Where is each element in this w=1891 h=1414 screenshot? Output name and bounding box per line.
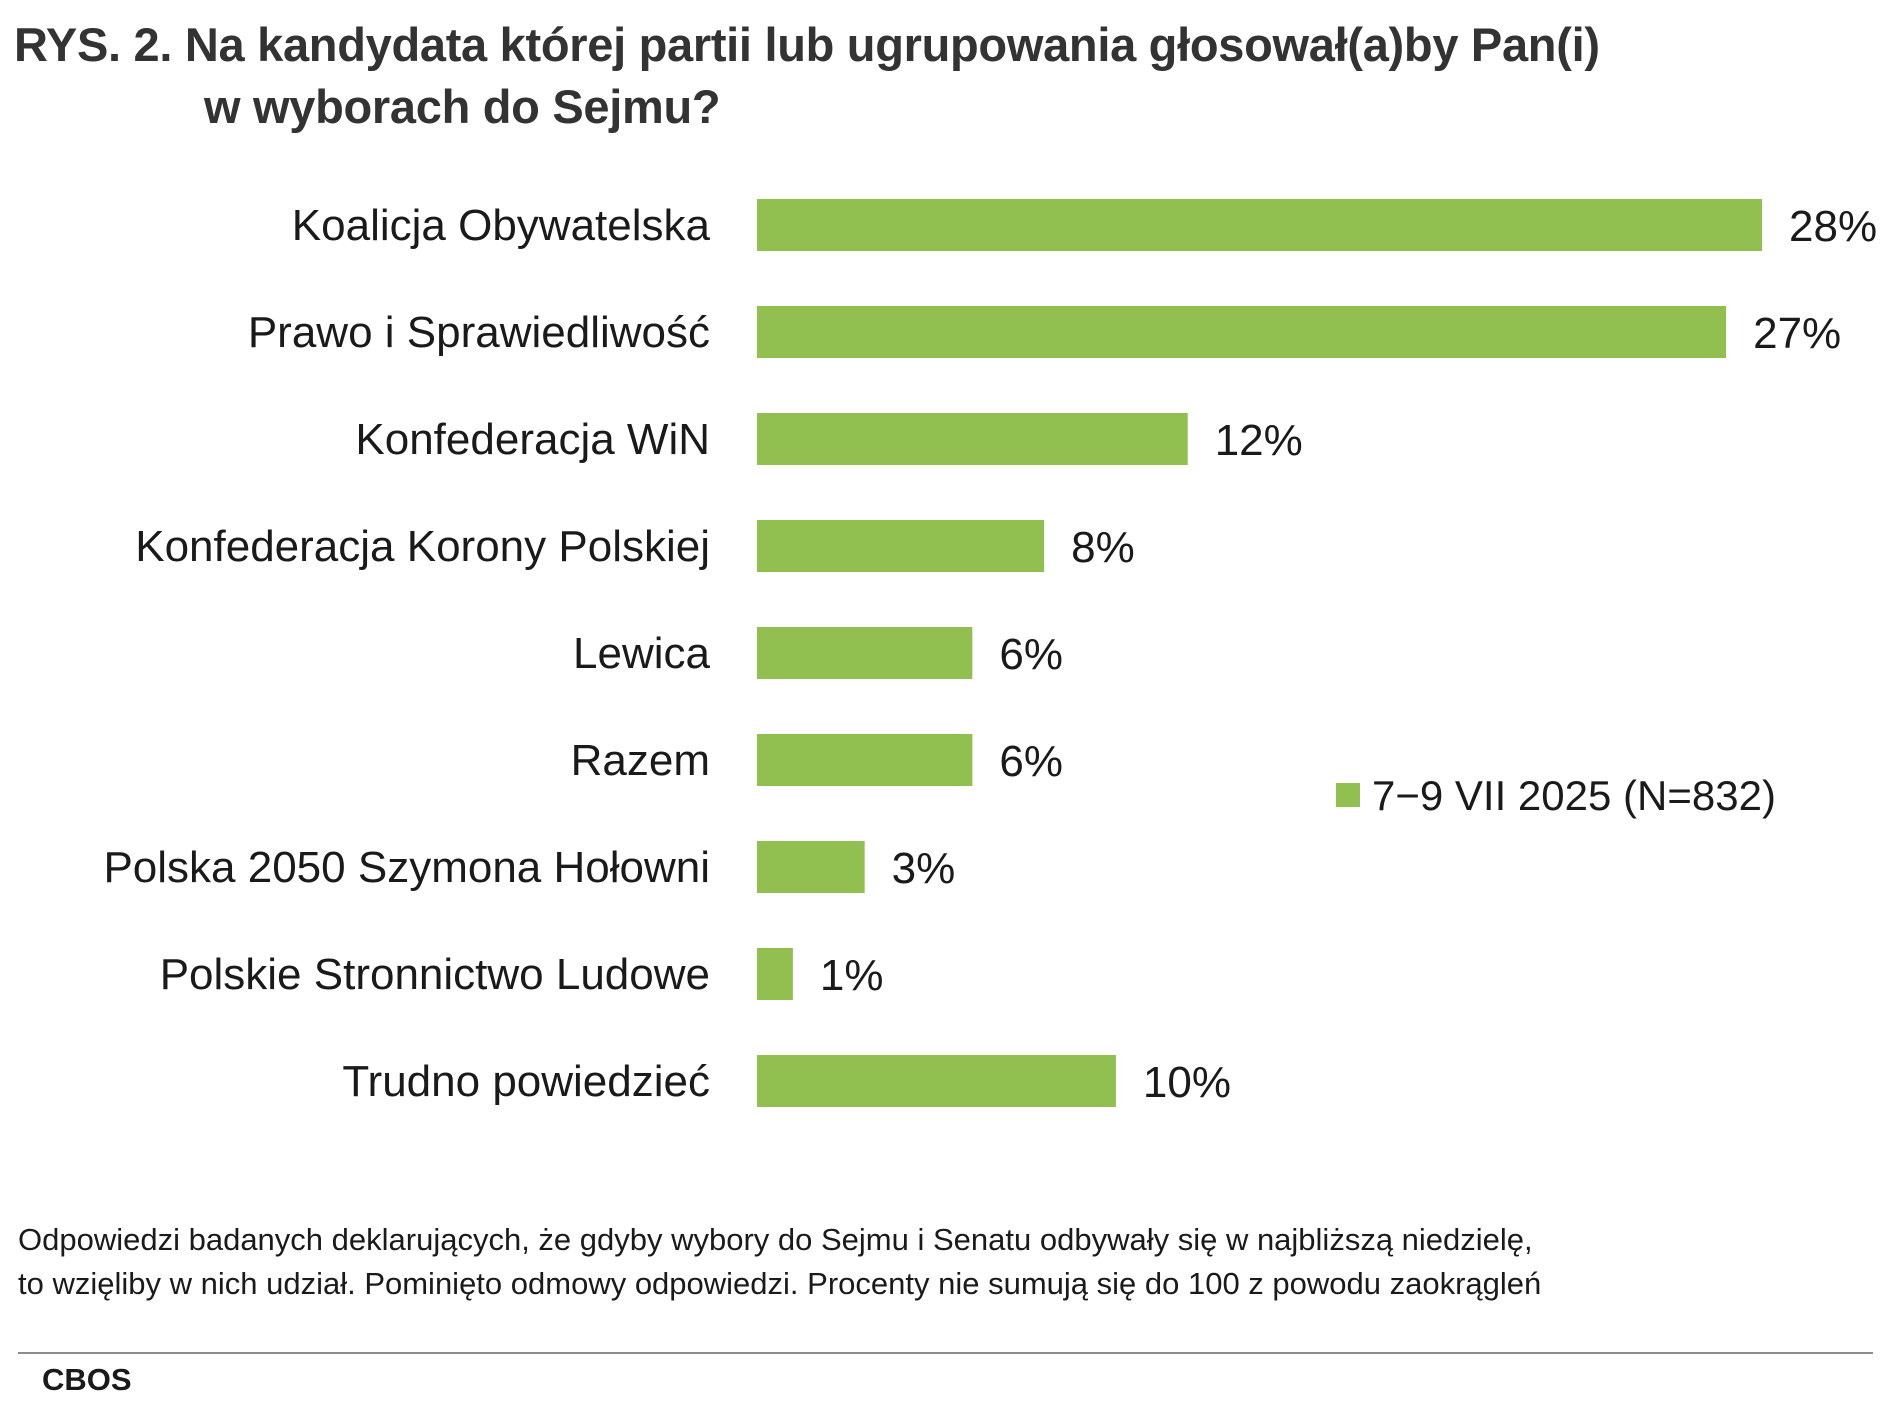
bar	[757, 413, 1188, 465]
footnote: Odpowiedzi badanych deklarujących, że gd…	[18, 1218, 1541, 1306]
chart-title-line-2: w wyborach do Sejmu?	[204, 80, 721, 133]
category-label: Konfederacja Korony Polskiej	[135, 522, 710, 571]
category-label: Polskie Stronnictwo Ludowe	[160, 950, 710, 999]
data-label: 8%	[1071, 523, 1135, 572]
bar	[757, 306, 1727, 358]
category-label: Koalicja Obywatelska	[292, 201, 711, 250]
legend: 7−9 VII 2025 (N=832)	[1336, 772, 1776, 819]
category-label: Polska 2050 Szymona Hołowni	[103, 843, 710, 892]
bar	[757, 841, 865, 893]
data-label: 28%	[1789, 202, 1877, 251]
footnote-line-2: to wzięliby w nich udział. Pominięto odm…	[18, 1266, 1542, 1301]
bar	[757, 1055, 1116, 1107]
footnote-line-1: Odpowiedzi badanych deklarujących, że gd…	[18, 1222, 1533, 1257]
category-label: Konfederacja WiN	[355, 415, 710, 464]
chart-title: RYS. 2. Na kandydata której partii lub u…	[14, 14, 1600, 138]
bar	[757, 627, 973, 679]
data-label: 12%	[1215, 416, 1303, 465]
data-label: 6%	[999, 737, 1063, 786]
divider	[18, 1352, 1873, 1354]
bar	[757, 520, 1045, 572]
category-label: Prawo i Sprawiedliwość	[248, 308, 710, 357]
data-label: 27%	[1753, 309, 1841, 358]
bar	[757, 734, 973, 786]
chart-title-line-1: RYS. 2. Na kandydata której partii lub u…	[14, 18, 1600, 71]
data-label: 1%	[820, 951, 884, 1000]
bar	[757, 199, 1762, 251]
category-label: Trudno powiedzieć	[342, 1057, 710, 1106]
data-label: 10%	[1143, 1058, 1231, 1107]
category-label: Lewica	[573, 629, 710, 678]
data-label: 3%	[892, 844, 956, 893]
legend-swatch	[1336, 783, 1360, 807]
bar	[757, 948, 793, 1000]
legend-label: 7−9 VII 2025 (N=832)	[1372, 772, 1776, 819]
source-label: CBOS	[42, 1362, 132, 1397]
data-label: 6%	[999, 630, 1063, 679]
bar-chart: Koalicja Obywatelska 28% Prawo i Sprawiedl…	[103, 199, 1877, 1107]
category-label: Razem	[571, 736, 710, 785]
